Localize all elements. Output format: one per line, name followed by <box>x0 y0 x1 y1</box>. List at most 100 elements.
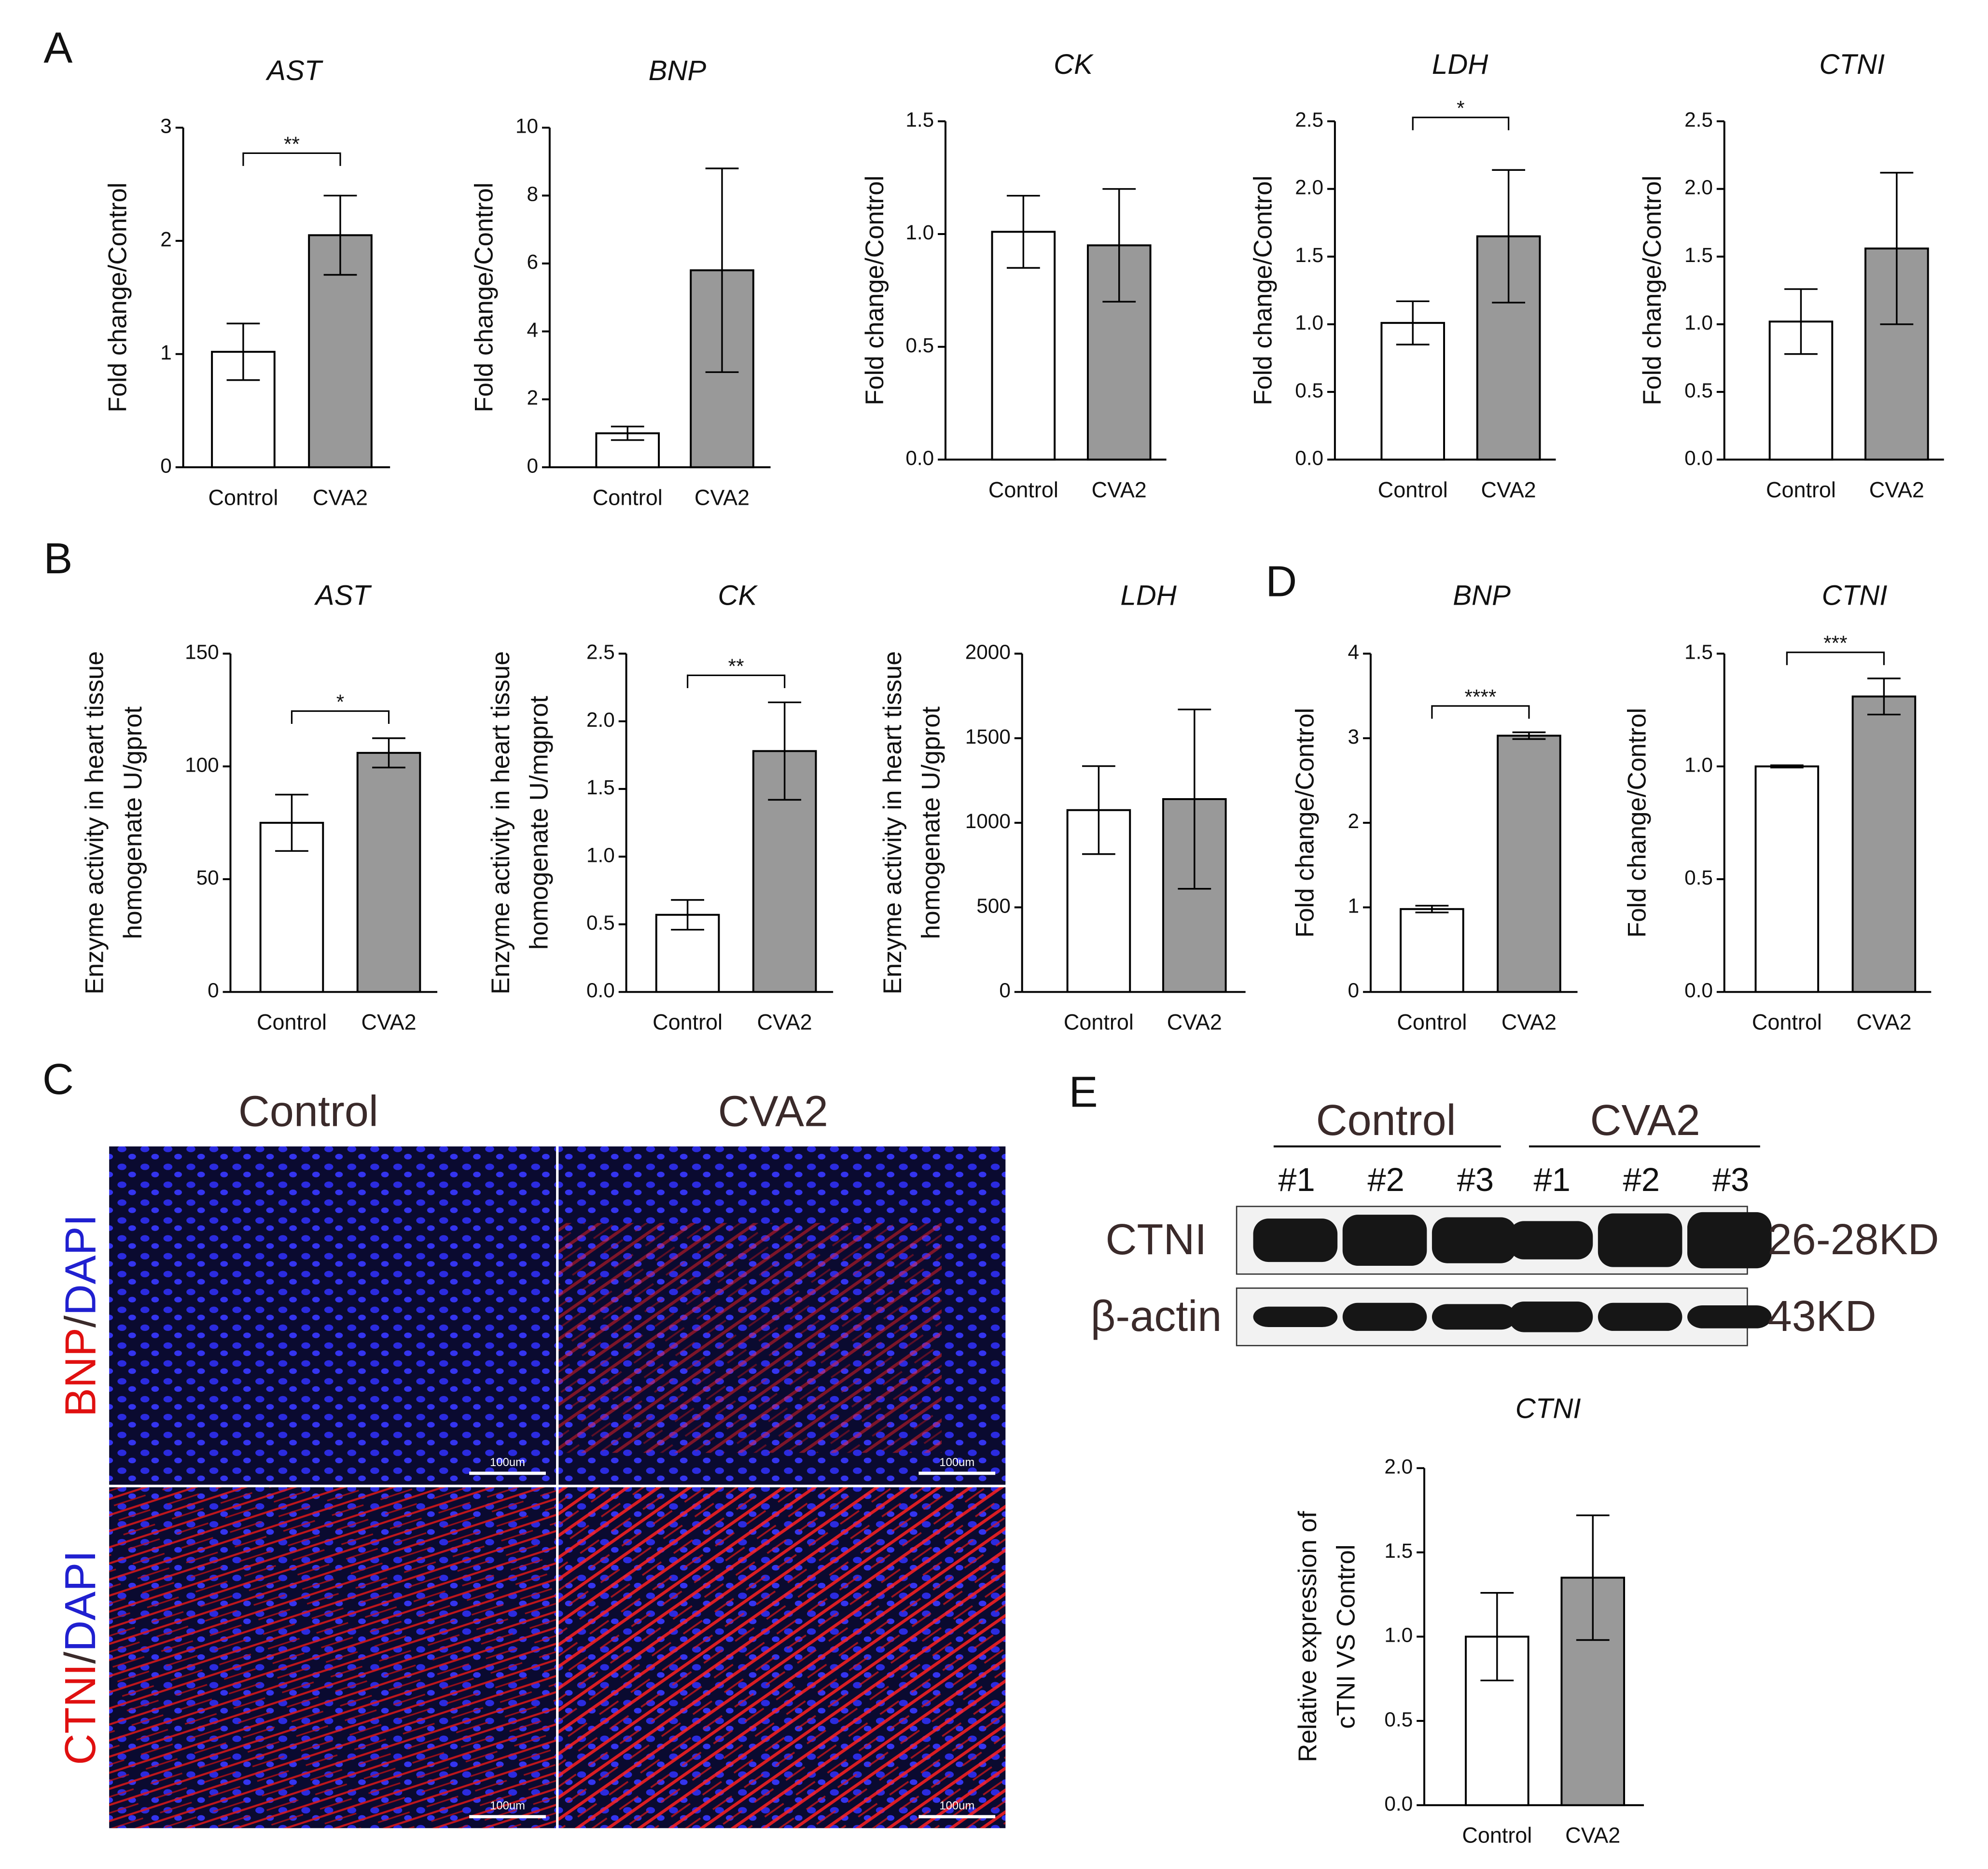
y-axis-label: Enzyme activity in heart tissue <box>878 651 907 994</box>
panel-letter: E <box>1069 1068 1098 1117</box>
y-tick-label: 0.5 <box>905 334 934 357</box>
micrograph-signal <box>558 1487 1006 1828</box>
panel-letter: A <box>43 24 72 72</box>
y-tick-label: 1.0 <box>1684 753 1713 776</box>
y-tick-label: 2.5 <box>586 641 615 664</box>
y-tick-label: 1.5 <box>1295 244 1323 266</box>
lane-label: #3 <box>1712 1161 1749 1198</box>
y-tick-label: 3 <box>160 115 172 138</box>
y-axis-label: Fold change/Control <box>103 182 132 412</box>
chart-title: CK <box>718 580 758 611</box>
y-axis-label: homogenate U/gprot <box>917 706 945 940</box>
x-tick-label: CVA2 <box>361 1010 416 1035</box>
blot-band <box>1432 1217 1516 1263</box>
x-tick-label: CVA2 <box>1501 1010 1557 1035</box>
scale-bar-label: 100um <box>939 1800 974 1813</box>
y-tick-label: 0 <box>208 979 219 1002</box>
significance-bracket <box>242 152 341 166</box>
x-tick-label: Control <box>1766 477 1836 502</box>
x-tick-label: CVA2 <box>1167 1010 1222 1035</box>
significance-label: * <box>1457 97 1464 120</box>
y-tick-label: 1.0 <box>905 221 934 244</box>
y-axis-label: Relative expression of <box>1293 1511 1322 1762</box>
micrograph <box>109 1146 556 1485</box>
y-tick-label: 4 <box>1348 641 1360 664</box>
x-tick-label: Control <box>1462 1823 1532 1848</box>
significance-label: **** <box>1464 685 1496 708</box>
blot-band <box>1342 1215 1427 1266</box>
significance-bracket <box>1412 116 1510 130</box>
chart-title: CK <box>1054 49 1094 80</box>
bar <box>1851 695 1917 993</box>
y-tick-label: 50 <box>196 866 219 889</box>
y-tick-label: 1000 <box>965 810 1011 832</box>
y-tick-label: 150 <box>185 641 219 664</box>
size-label: 43KD <box>1768 1292 1877 1341</box>
x-tick-label: Control <box>653 1010 723 1035</box>
y-tick-label: 2.0 <box>1684 176 1713 199</box>
y-tick-label: 100 <box>185 753 219 776</box>
row-label-part: / <box>56 1315 105 1328</box>
size-label: 26-28KD <box>1768 1216 1939 1264</box>
y-tick-label: 1500 <box>965 725 1011 748</box>
lane-label: #3 <box>1457 1161 1494 1198</box>
y-tick-label: 2.5 <box>1684 108 1713 131</box>
row-label: BNP/DAPI <box>56 1214 105 1417</box>
x-tick-label: Control <box>1064 1010 1134 1035</box>
significance-bracket <box>1431 705 1530 719</box>
scale-bar-label: 100um <box>939 1456 974 1469</box>
y-tick-label: 1.0 <box>1295 311 1323 334</box>
y-axis-label: Fold change/Control <box>1638 176 1667 405</box>
lane-label: #1 <box>1278 1161 1315 1198</box>
y-axis-label: Enzyme activity in heart tissue <box>81 651 109 994</box>
y-tick-label: 0 <box>527 454 539 477</box>
y-axis-label: Enzyme activity in heart tissue <box>487 651 515 994</box>
significance-bracket <box>1786 651 1885 665</box>
x-tick-label: CVA2 <box>1092 477 1147 502</box>
scale-bar-label: 100um <box>490 1456 525 1469</box>
y-tick-label: 2 <box>1348 810 1360 832</box>
bar <box>356 752 421 993</box>
scale-bar-label: 100um <box>490 1800 525 1813</box>
y-tick-label: 0 <box>160 454 172 477</box>
blot-band <box>1687 1305 1772 1329</box>
y-axis-label: Fold change/Control <box>1291 708 1320 938</box>
micrograph-signal <box>109 1487 556 1828</box>
y-tick-label: 0.5 <box>1295 379 1323 401</box>
blot-label: CTNI <box>1106 1216 1207 1264</box>
y-tick-label: 2 <box>160 228 172 250</box>
blot-band <box>1508 1301 1593 1332</box>
y-tick-label: 1.5 <box>586 776 615 799</box>
blot-band <box>1342 1302 1427 1331</box>
y-tick-label: 0.0 <box>1684 979 1713 1002</box>
chart-title: LDH <box>1120 580 1177 611</box>
x-tick-label: CVA2 <box>1856 1010 1911 1035</box>
micrograph-signal <box>558 1223 942 1453</box>
y-tick-label: 0.5 <box>1384 1708 1413 1731</box>
y-axis-label: homogenate U/mgprot <box>525 696 553 950</box>
row-label-part: DAPI <box>56 1551 105 1652</box>
y-tick-label: 0.0 <box>1295 447 1323 470</box>
x-tick-label: Control <box>1378 477 1448 502</box>
x-tick-label: Control <box>988 477 1058 502</box>
chart-title: AST <box>265 55 323 86</box>
chart-title: CTNI <box>1515 1393 1581 1425</box>
y-tick-label: 2000 <box>965 641 1011 664</box>
column-label: CVA2 <box>718 1087 828 1135</box>
y-tick-label: 0.0 <box>1384 1792 1413 1815</box>
row-label: CTNI/DAPI <box>56 1551 105 1765</box>
row-label-part: BNP <box>56 1328 105 1417</box>
chart-title: CTNI <box>1819 49 1885 80</box>
y-tick-label: 0.0 <box>905 447 934 470</box>
blot-band <box>1598 1213 1682 1267</box>
x-tick-label: Control <box>257 1010 327 1035</box>
x-tick-label: Control <box>593 485 663 510</box>
panel-letter: B <box>43 535 72 583</box>
bar <box>1497 734 1561 993</box>
y-tick-label: 2 <box>527 387 539 409</box>
chart-title: BNP <box>1453 580 1511 611</box>
y-tick-label: 3 <box>1348 725 1360 748</box>
panel-letter: C <box>42 1055 74 1104</box>
chart-title: BNP <box>649 55 707 86</box>
y-axis-label: cTNI VS Control <box>1332 1544 1360 1729</box>
